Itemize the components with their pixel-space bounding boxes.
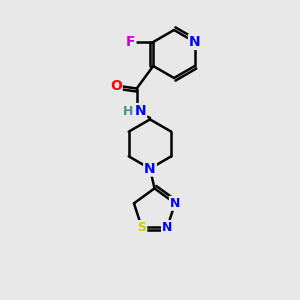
Text: N: N bbox=[189, 35, 201, 49]
Text: F: F bbox=[126, 35, 136, 49]
Text: O: O bbox=[110, 79, 122, 92]
Text: N: N bbox=[144, 162, 156, 176]
Text: N: N bbox=[162, 221, 172, 234]
Text: S: S bbox=[137, 221, 146, 234]
Text: N: N bbox=[170, 197, 180, 210]
Text: N: N bbox=[134, 104, 146, 118]
Text: H: H bbox=[123, 104, 134, 118]
